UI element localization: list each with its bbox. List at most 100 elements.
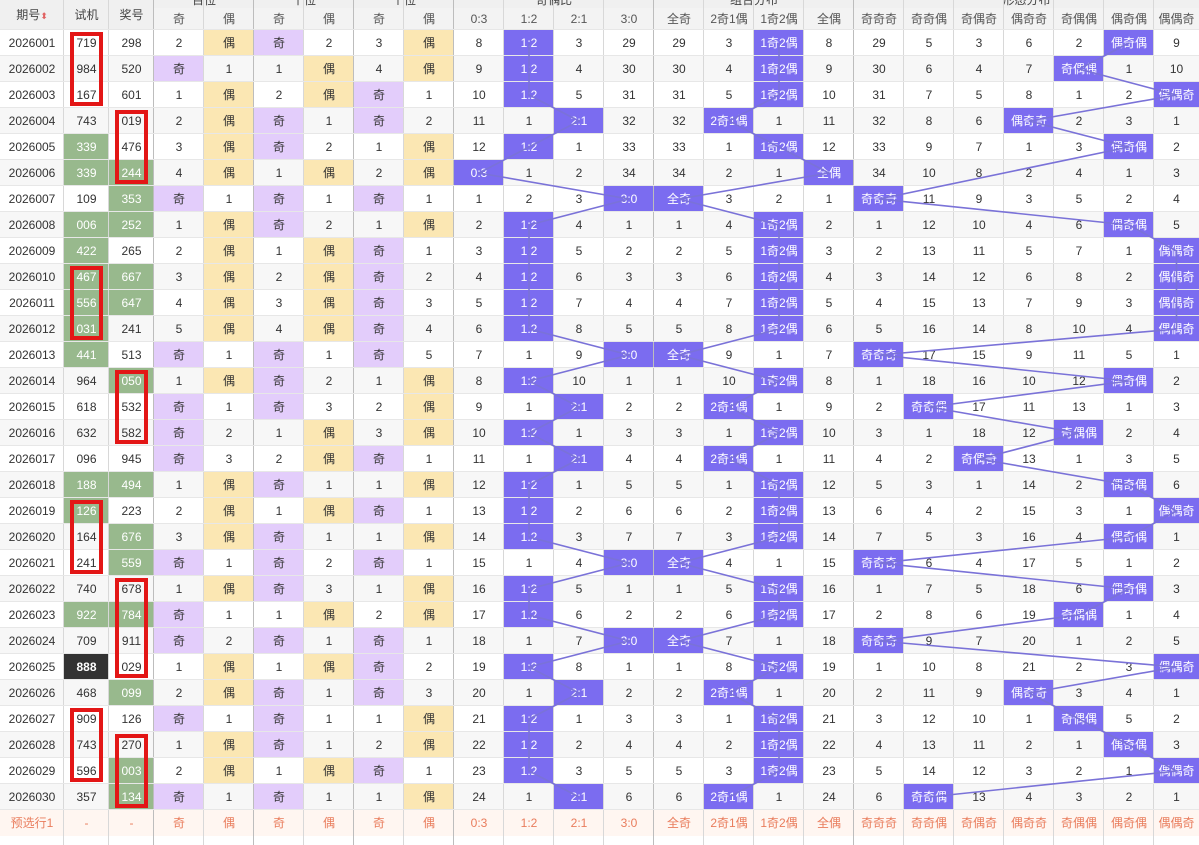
data-cell: 2 bbox=[554, 160, 604, 186]
hit-cell: 全奇 bbox=[654, 342, 704, 368]
data-cell: 3 bbox=[154, 134, 204, 160]
data-cell: 2 bbox=[954, 498, 1004, 524]
column-divider bbox=[203, 0, 204, 845]
data-cell: 5 bbox=[1104, 706, 1154, 732]
column-divider bbox=[353, 0, 354, 845]
data-cell: 3 bbox=[1154, 732, 1199, 758]
data-cell: 5 bbox=[604, 758, 654, 784]
preselect-option[interactable]: 全偶 bbox=[804, 810, 854, 836]
data-cell: 13 bbox=[954, 784, 1004, 810]
data-cell: 11 bbox=[1054, 342, 1104, 368]
data-cell: 9 bbox=[704, 342, 754, 368]
prize-number-cell: 601 bbox=[109, 82, 154, 108]
period-cell: 2026011 bbox=[0, 290, 64, 316]
highlight-box bbox=[70, 500, 103, 574]
data-cell: 7 bbox=[1004, 56, 1054, 82]
data-cell: 3 bbox=[554, 524, 604, 550]
preselect-option[interactable]: 奇偶奇 bbox=[954, 810, 1004, 836]
group-header-0: 百位 bbox=[154, 0, 254, 8]
data-cell: 奇 bbox=[254, 784, 304, 810]
preselect-option[interactable]: 2:1 bbox=[554, 810, 604, 836]
data-cell: 5 bbox=[854, 472, 904, 498]
preselect-option[interactable]: 偶 bbox=[204, 810, 254, 836]
preselect-option[interactable]: 奇 bbox=[354, 810, 404, 836]
data-cell: 3 bbox=[954, 524, 1004, 550]
preselect-option[interactable]: 奇 bbox=[254, 810, 304, 836]
period-cell: 2026025 bbox=[0, 654, 64, 680]
data-cell: 1 bbox=[1104, 550, 1154, 576]
data-cell: 2 bbox=[1154, 134, 1199, 160]
data-cell: 3 bbox=[854, 420, 904, 446]
data-cell: 1 bbox=[304, 186, 354, 212]
data-cell: 1 bbox=[454, 186, 504, 212]
preselect-option[interactable]: 3:0 bbox=[604, 810, 654, 836]
data-cell: 奇 bbox=[254, 212, 304, 238]
data-cell: 1 bbox=[754, 446, 804, 472]
data-cell: 10 bbox=[804, 82, 854, 108]
preselect-option[interactable]: 奇 bbox=[154, 810, 204, 836]
hit-cell: 1:2 bbox=[504, 420, 554, 446]
data-cell: 15 bbox=[454, 550, 504, 576]
preselect-option[interactable]: 奇奇偶 bbox=[904, 810, 954, 836]
preselect-option[interactable]: 偶奇偶 bbox=[1104, 810, 1154, 836]
data-cell: 1 bbox=[154, 212, 204, 238]
sub-header: 奇 bbox=[254, 8, 304, 30]
preselect-option[interactable]: 2奇1偶 bbox=[704, 810, 754, 836]
data-cell: 6 bbox=[604, 498, 654, 524]
data-cell: 偶 bbox=[304, 602, 354, 628]
data-cell: 3 bbox=[254, 290, 304, 316]
data-cell: 23 bbox=[454, 758, 504, 784]
data-cell: 1 bbox=[704, 706, 754, 732]
data-cell: 11 bbox=[804, 108, 854, 134]
preselect-option[interactable]: 0:3 bbox=[454, 810, 504, 836]
data-cell: 5 bbox=[154, 316, 204, 342]
data-cell: 1 bbox=[804, 186, 854, 212]
preselect-option[interactable]: 偶偶奇 bbox=[1154, 810, 1199, 836]
sub-header: 0:3 bbox=[454, 8, 504, 30]
preselect-option[interactable]: 奇偶偶 bbox=[1054, 810, 1104, 836]
preselect-option[interactable]: 偶 bbox=[404, 810, 454, 836]
prize-number-cell: 647 bbox=[109, 290, 154, 316]
hit-cell: 2奇1偶 bbox=[704, 394, 754, 420]
test-number-cell: 618 bbox=[64, 394, 109, 420]
sort-icon[interactable]: ⬍ bbox=[40, 11, 48, 21]
preselect-option[interactable]: 全奇 bbox=[654, 810, 704, 836]
hit-cell: 1奇2偶 bbox=[754, 576, 804, 602]
data-cell: 8 bbox=[1004, 316, 1054, 342]
hit-cell: 1:2 bbox=[504, 82, 554, 108]
period-header[interactable]: 期号⬍ bbox=[0, 0, 64, 30]
data-cell: 偶 bbox=[404, 160, 454, 186]
preselect-option[interactable]: 1:2 bbox=[504, 810, 554, 836]
hit-cell: 偶奇偶 bbox=[1104, 524, 1154, 550]
data-cell: 1 bbox=[354, 576, 404, 602]
data-cell: 3 bbox=[854, 706, 904, 732]
data-cell: 2 bbox=[354, 602, 404, 628]
data-cell: 31 bbox=[654, 82, 704, 108]
preselect-option[interactable]: 偶 bbox=[304, 810, 354, 836]
data-cell: 4 bbox=[1004, 784, 1054, 810]
data-cell: 偶 bbox=[304, 238, 354, 264]
data-cell: 1 bbox=[704, 134, 754, 160]
data-cell: 2 bbox=[1054, 30, 1104, 56]
preselect-label[interactable]: 预选行1 bbox=[0, 810, 64, 836]
data-cell: 9 bbox=[804, 56, 854, 82]
preselect-option[interactable]: 1奇2偶 bbox=[754, 810, 804, 836]
data-cell: 奇 bbox=[154, 186, 204, 212]
hit-cell: 奇奇奇 bbox=[854, 186, 904, 212]
prize-header: 奖号 bbox=[109, 0, 154, 30]
data-cell: 偶 bbox=[404, 576, 454, 602]
data-cell: 奇 bbox=[354, 82, 404, 108]
data-cell: 3 bbox=[804, 238, 854, 264]
group-header-5: 形态分布 bbox=[854, 0, 1199, 8]
test-number-cell: 339 bbox=[64, 160, 109, 186]
data-cell: 1 bbox=[204, 342, 254, 368]
data-cell: 2 bbox=[1104, 186, 1154, 212]
data-cell: 16 bbox=[804, 576, 854, 602]
data-cell: 7 bbox=[654, 524, 704, 550]
data-cell: 33 bbox=[604, 134, 654, 160]
preselect-option[interactable]: 奇奇奇 bbox=[854, 810, 904, 836]
prize-number-cell: 353 bbox=[109, 186, 154, 212]
hit-cell: 偶偶奇 bbox=[1154, 498, 1199, 524]
preselect-option[interactable]: 偶奇奇 bbox=[1004, 810, 1054, 836]
data-cell: 3 bbox=[704, 524, 754, 550]
